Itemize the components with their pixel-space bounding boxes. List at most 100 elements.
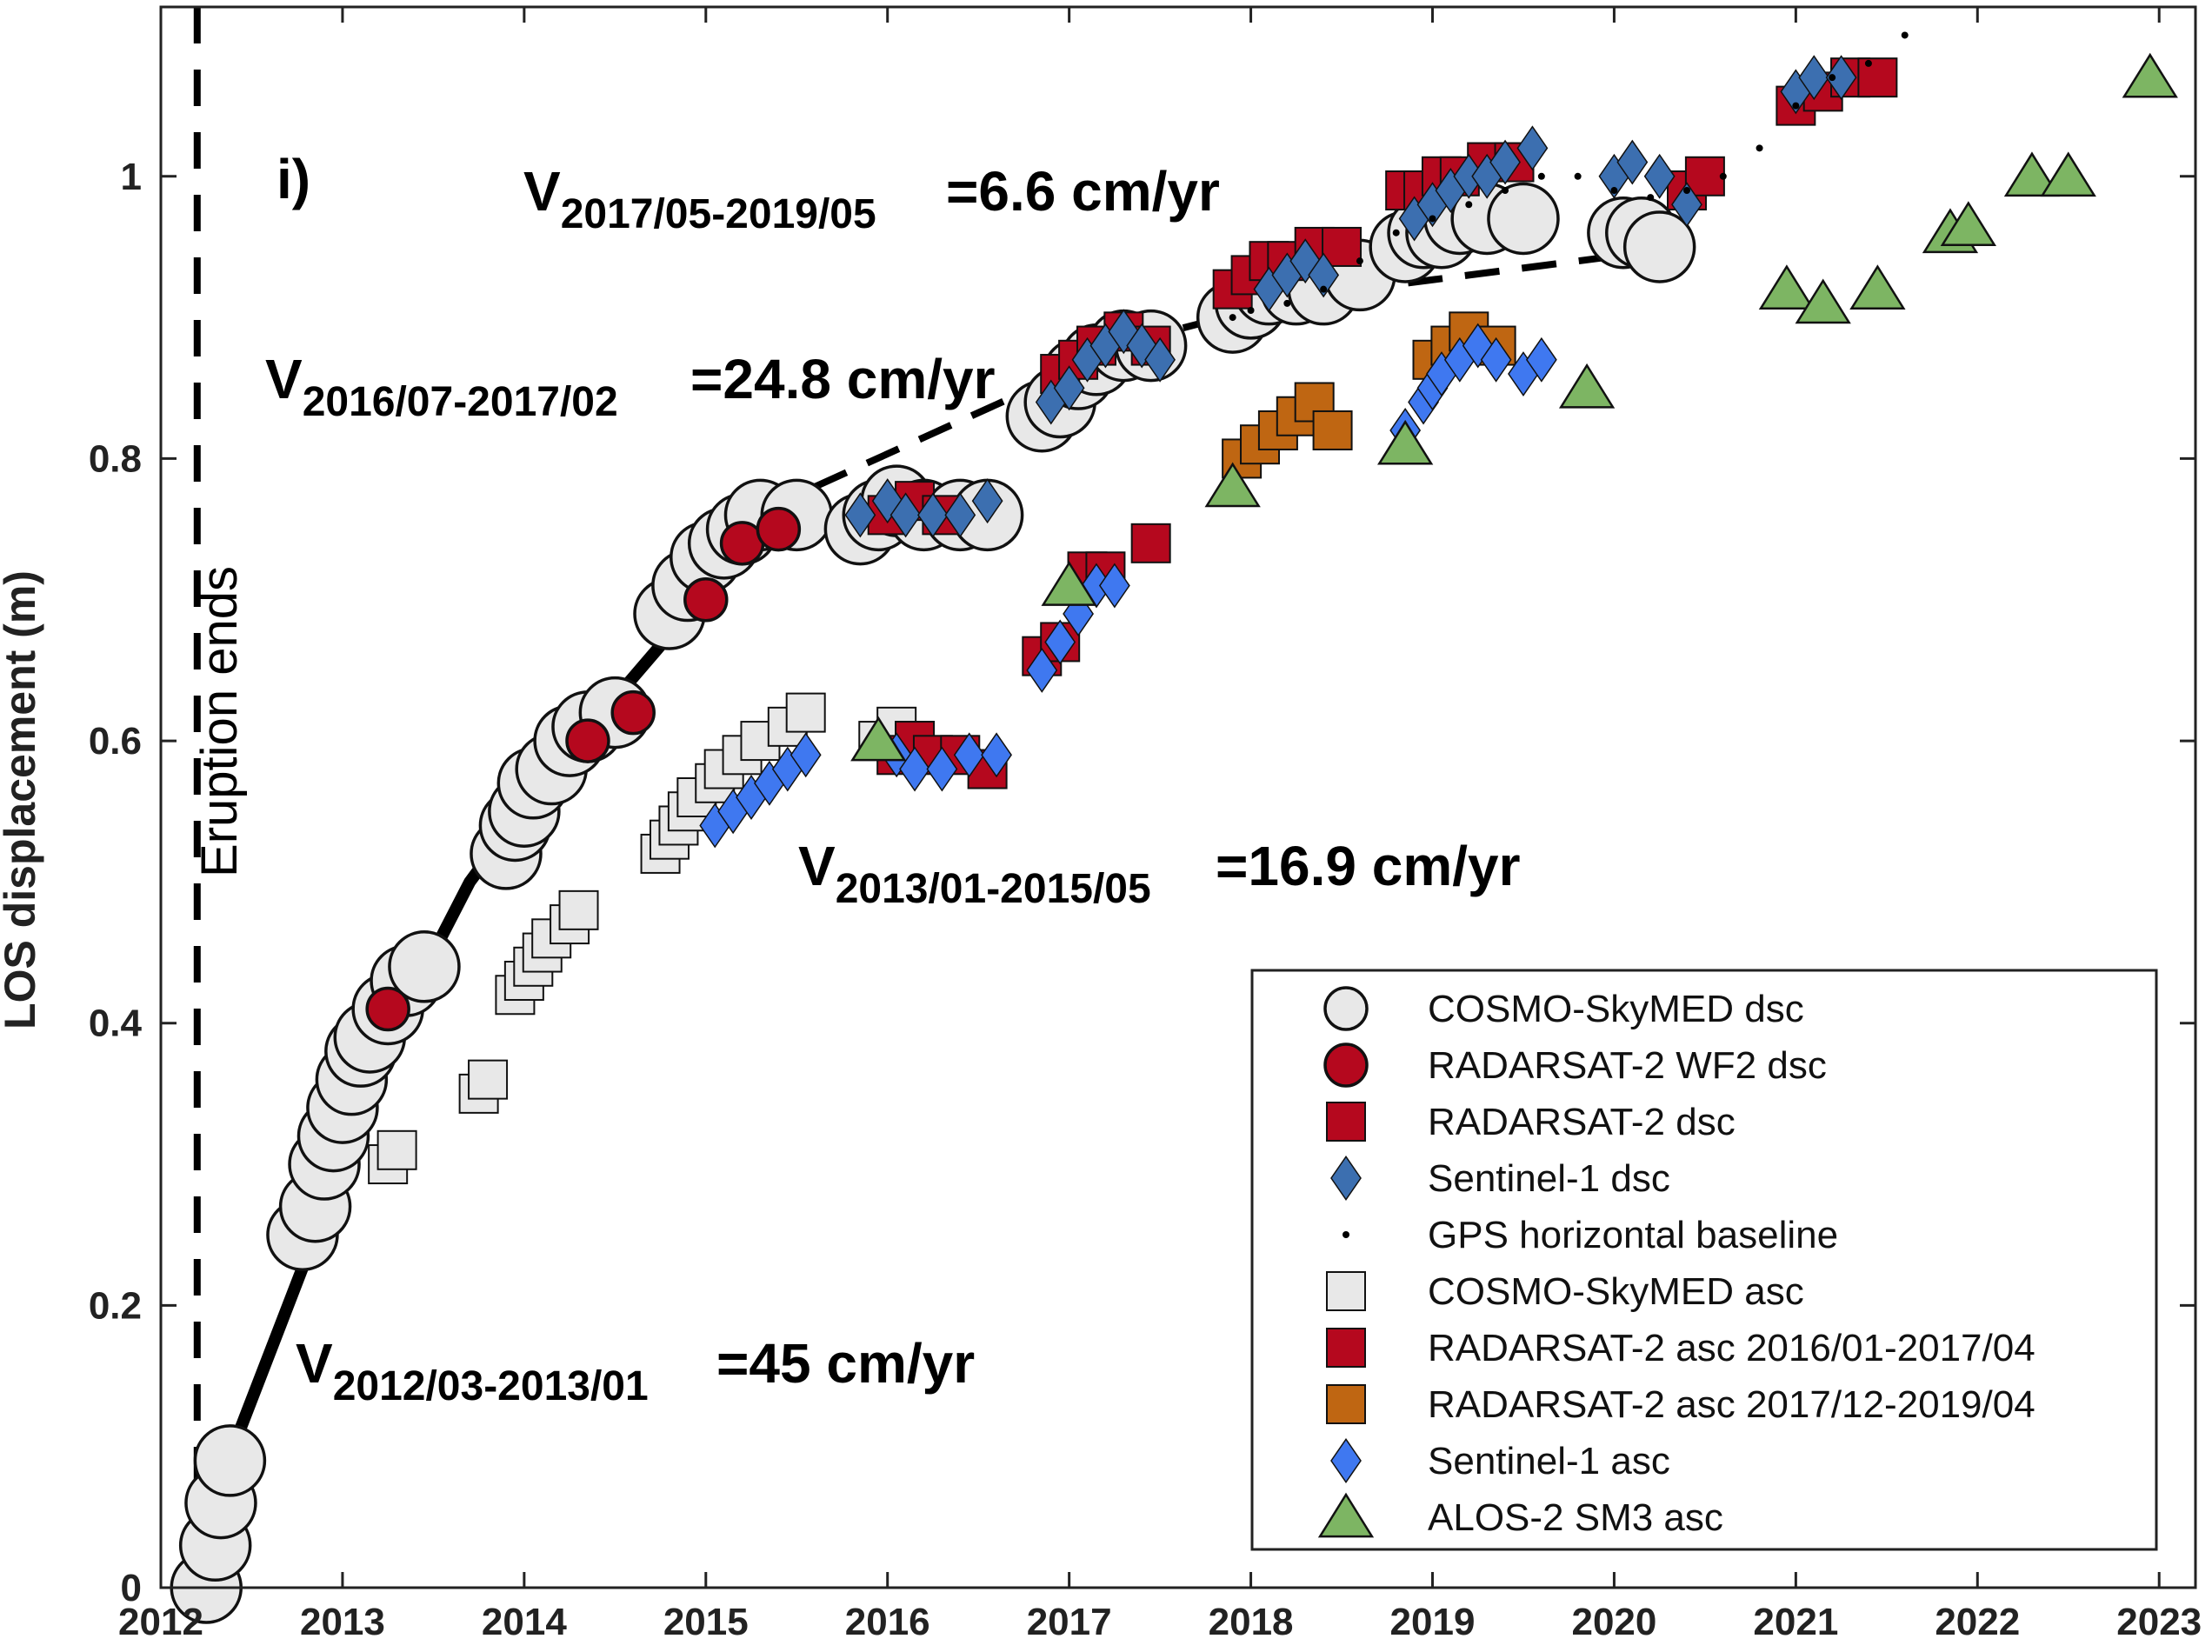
annotation-v3-sub: 2016/07-2017/02 — [303, 379, 618, 425]
legend-label-8: Sentinel-1 asc — [1428, 1440, 1670, 1482]
series-4-point-8 — [1502, 187, 1509, 195]
legend-item-8: Sentinel-1 asc — [1330, 1438, 1670, 1483]
series-5-point-1 — [376, 1129, 417, 1170]
series-1-point-0 — [365, 986, 410, 1032]
legend-item-5: COSMO-SkyMED asc — [1326, 1270, 1804, 1313]
legend-marker-3 — [1330, 1156, 1362, 1201]
y-tick-label-5: 1 — [121, 156, 142, 198]
x-tick-label-6: 2018 — [1209, 1601, 1294, 1643]
annotation-v4: V2017/05-2019/05 =6.6 cm/yr — [523, 160, 1220, 237]
series-9-point-0 — [850, 716, 907, 762]
series-9-point-9 — [1940, 201, 1996, 246]
annotation-v3-main: V — [265, 348, 303, 410]
series-9-point-2 — [1204, 462, 1261, 508]
series-3-point-10 — [1108, 309, 1140, 355]
series-3-point-29 — [1798, 55, 1830, 101]
annotation-v4-sub: 2017/05-2019/05 — [561, 191, 876, 237]
x-tick-label-4: 2016 — [845, 1601, 930, 1643]
series-2-point-25 — [1857, 57, 1898, 98]
axes: 2012 2013 2014 2015 2016 2017 2018 2019 2020 2021… — [89, 5, 2202, 1643]
series-7-point-5 — [1312, 410, 1353, 450]
series-8-point-15 — [1098, 563, 1130, 609]
series-9-point-3 — [1377, 419, 1434, 465]
plot-frame — [159, 5, 2197, 1589]
legend-box — [1250, 969, 2158, 1551]
annotation-v2-rate: =16.9 cm/yr — [1216, 835, 1521, 897]
series-8 — [699, 323, 1557, 849]
legend-marker-7 — [1326, 1384, 1366, 1424]
series-3-point-0 — [844, 492, 876, 538]
series-3-point-22 — [1489, 139, 1521, 185]
series-4 — [1229, 31, 1909, 322]
series-9-point-12 — [2122, 52, 2178, 98]
series-4-point-11 — [1610, 187, 1618, 195]
legend-label-3: Sentinel-1 dsc — [1428, 1157, 1670, 1200]
series-4-point-5 — [1392, 229, 1400, 236]
y-tick-label-4: 0.8 — [89, 437, 142, 480]
series-9-point-7 — [1849, 264, 1906, 310]
legend-marker-1 — [1323, 1042, 1369, 1088]
x-tick-label-7: 2019 — [1390, 1601, 1476, 1643]
x-tick-label-11: 2023 — [2116, 1601, 2202, 1643]
series-1-point-1 — [565, 718, 610, 763]
legend-item-6: RADARSAT-2 asc 2016/01-2017/04 — [1326, 1327, 2035, 1369]
series-4-point-10 — [1574, 172, 1582, 180]
series-9-point-11 — [2040, 151, 2096, 197]
legend-marker-0 — [1323, 986, 1369, 1031]
series-8-point-10 — [981, 732, 1012, 778]
series-1-point-5 — [756, 506, 802, 552]
series-0-point-56 — [1622, 210, 1696, 283]
series-4-point-15 — [1756, 144, 1763, 152]
legend-label-1: RADARSAT-2 WF2 dsc — [1428, 1044, 1827, 1087]
eruption-label: Eruption ends — [191, 566, 248, 877]
series-3-point-4 — [944, 492, 976, 538]
annotation-v2-main: V — [798, 835, 836, 897]
data-marks — [170, 31, 2178, 1624]
legend-label-7: RADARSAT-2 asc 2017/12-2019/04 — [1428, 1383, 2035, 1426]
series-4-point-4 — [1356, 257, 1363, 265]
series-3-point-12 — [1144, 336, 1176, 383]
series-3-point-2 — [889, 492, 922, 538]
series-4-point-19 — [1901, 31, 1909, 39]
y-tick-label-3: 0.6 — [89, 720, 142, 763]
series-8-point-7 — [899, 746, 930, 792]
series-8-point-12 — [1044, 619, 1076, 665]
y-tick-label-0: 0 — [121, 1567, 142, 1609]
series-4-point-6 — [1429, 215, 1436, 223]
series-5-point-3 — [468, 1059, 509, 1100]
x-tick-label-2: 2014 — [482, 1601, 567, 1643]
legend-label-2: RADARSAT-2 dsc — [1428, 1101, 1736, 1143]
legend-label-0: COSMO-SkyMED dsc — [1428, 988, 1804, 1030]
legend-marker-6 — [1326, 1328, 1366, 1368]
x-tick-label-9: 2021 — [1753, 1601, 1838, 1643]
series-8-point-5 — [790, 732, 822, 778]
x-tick-label-3: 2015 — [663, 1601, 749, 1643]
series-4-point-7 — [1465, 201, 1473, 209]
legend: COSMO-SkyMED dsc RADARSAT-2 WF2 dsc RADARS… — [1250, 969, 2158, 1551]
series-4-point-18 — [1864, 59, 1872, 67]
series-3-point-30 — [1825, 55, 1857, 101]
series-3-point-7 — [1053, 365, 1085, 411]
annotation-v1-rate: =45 cm/yr — [716, 1332, 975, 1395]
x-tick-label-1: 2013 — [300, 1601, 385, 1643]
svg-text:V2016/07-2017/02: V2016/07-2017/02 — [265, 348, 618, 425]
series-4-point-12 — [1647, 194, 1655, 202]
series-5-point-10 — [558, 889, 599, 930]
annotation-v1-sub: 2012/03-2013/01 — [333, 1363, 649, 1409]
legend-item-2: RADARSAT-2 dsc — [1326, 1101, 1736, 1143]
series-9-point-6 — [1795, 278, 1851, 324]
annotation-v3-rate: =24.8 cm/yr — [690, 348, 996, 410]
series-3-point-27 — [1671, 182, 1702, 228]
series-4-point-9 — [1537, 172, 1545, 180]
legend-item-3: Sentinel-1 dsc — [1330, 1156, 1670, 1201]
series-3-point-23 — [1516, 125, 1549, 171]
series-1 — [365, 506, 802, 1032]
annotation-v2-sub: 2013/01-2015/05 — [836, 866, 1151, 912]
series-3-point-26 — [1643, 153, 1676, 199]
x-tick-label-10: 2022 — [1935, 1601, 2020, 1643]
series-0-point-3 — [193, 1424, 267, 1497]
series-4-point-16 — [1792, 102, 1800, 110]
legend-marker-2 — [1326, 1102, 1366, 1142]
legend-label-4: GPS horizontal baseline — [1428, 1214, 1838, 1256]
